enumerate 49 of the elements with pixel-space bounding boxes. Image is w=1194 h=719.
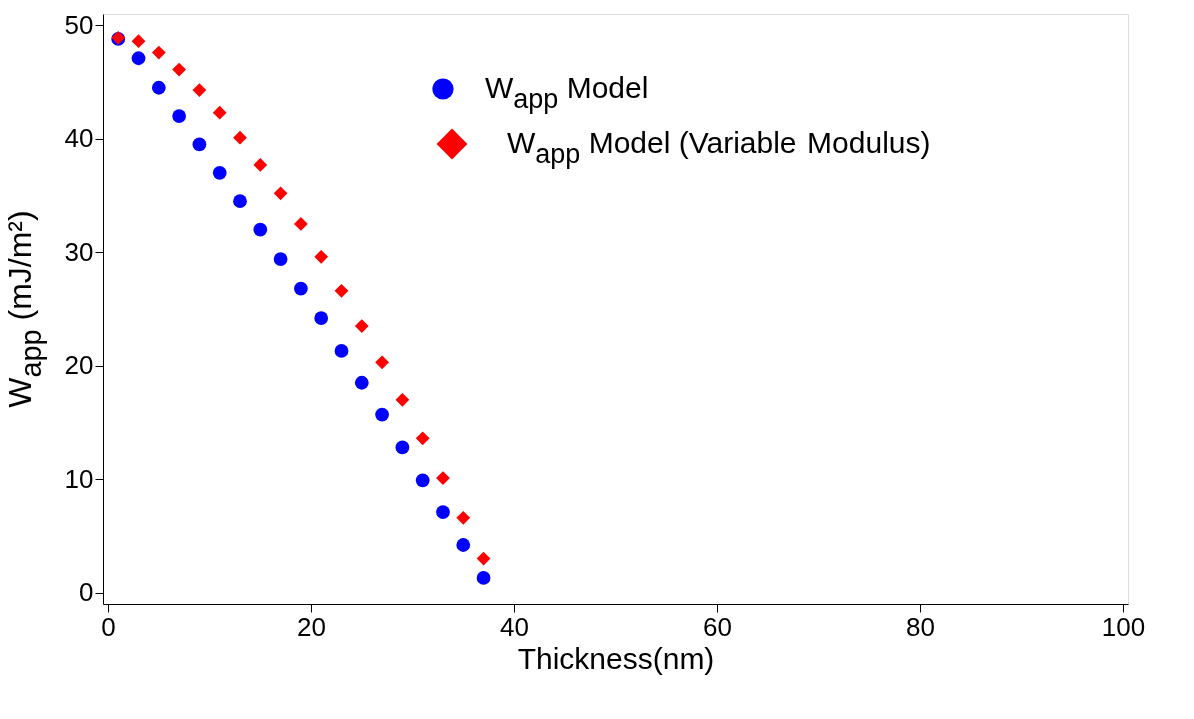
point — [476, 551, 491, 566]
y-axis-title: Wapp (mJ/m²) — [2, 210, 48, 408]
point — [456, 538, 471, 552]
point — [151, 80, 166, 95]
point — [294, 281, 308, 296]
y-tick-label: 40 — [64, 123, 94, 154]
point — [212, 165, 227, 180]
point — [131, 34, 146, 49]
point — [192, 83, 207, 97]
point — [131, 51, 146, 66]
point — [273, 252, 288, 266]
point — [314, 249, 329, 264]
x-tick-label: 0 — [101, 611, 116, 642]
point — [253, 158, 268, 172]
point — [233, 130, 247, 145]
point — [354, 375, 369, 390]
point — [436, 505, 450, 519]
point — [151, 45, 166, 60]
point — [172, 62, 187, 77]
x-axis-title: Thickness(nm) — [517, 641, 715, 675]
y-tick-label: 30 — [64, 236, 94, 267]
x-tick-label: 100 — [1101, 611, 1146, 642]
point — [456, 510, 471, 525]
point — [233, 194, 247, 209]
point — [334, 283, 349, 298]
point — [212, 105, 227, 120]
point — [314, 311, 329, 325]
y-tick-label: 50 — [64, 9, 94, 40]
x-tick-label: 60 — [703, 611, 732, 642]
point — [395, 392, 410, 407]
point — [415, 473, 430, 488]
point — [415, 431, 430, 446]
point — [192, 137, 207, 152]
y-tick-label: 0 — [79, 577, 94, 608]
point — [375, 355, 389, 370]
point — [476, 571, 491, 585]
point — [273, 186, 288, 201]
point — [253, 222, 268, 237]
point — [294, 217, 308, 231]
point — [375, 407, 389, 422]
point — [172, 109, 187, 123]
y-tick-label: 10 — [64, 463, 94, 494]
y-tick-label: 20 — [64, 350, 94, 381]
x-tick-label: 80 — [905, 611, 935, 642]
x-tick-label: 20 — [297, 611, 327, 642]
x-tick-label: 40 — [500, 611, 529, 642]
point — [354, 319, 369, 333]
point — [334, 344, 349, 358]
point — [395, 440, 410, 455]
